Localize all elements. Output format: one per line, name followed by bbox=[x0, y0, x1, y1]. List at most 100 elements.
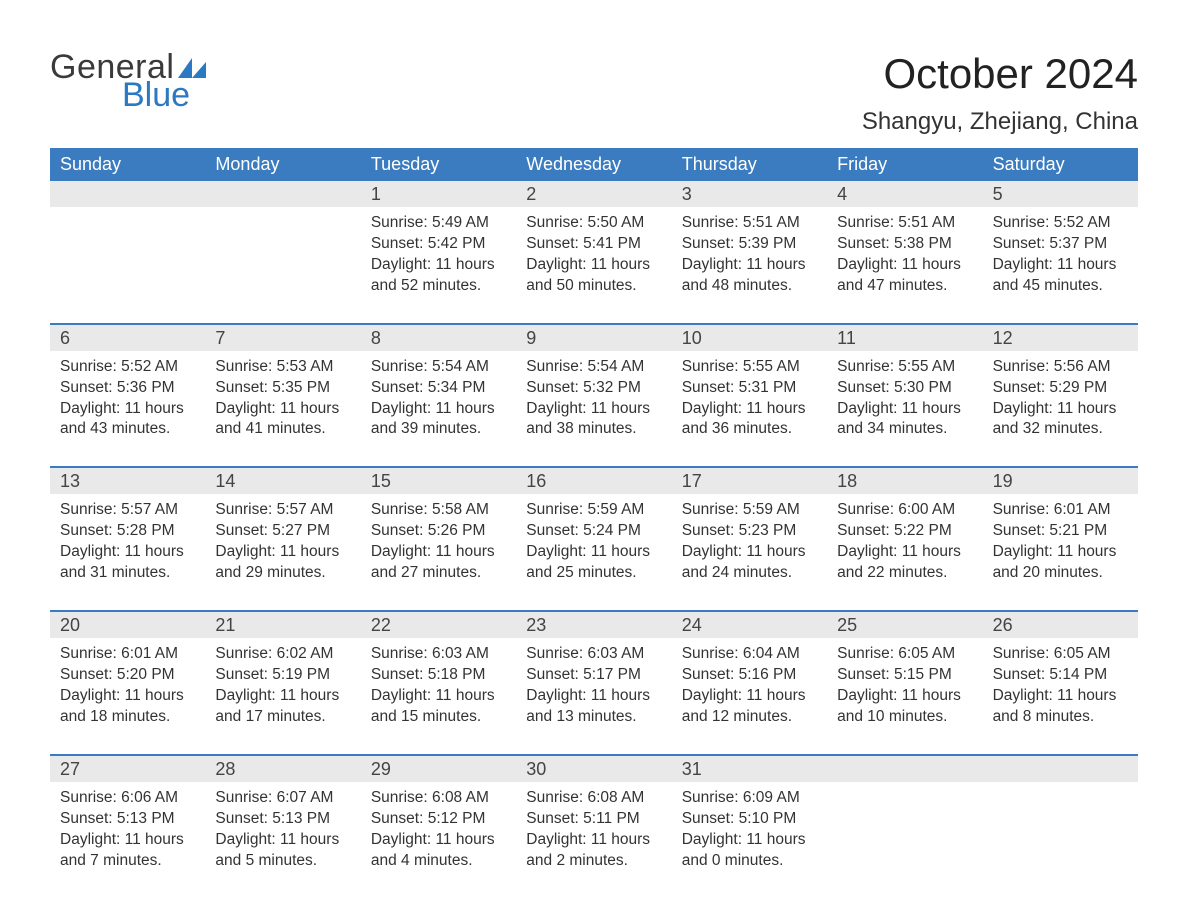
day-number: 7 bbox=[205, 325, 360, 351]
day-body: Sunrise: 5:55 AMSunset: 5:30 PMDaylight:… bbox=[827, 351, 982, 441]
week-row: 20Sunrise: 6:01 AMSunset: 5:20 PMDayligh… bbox=[50, 610, 1138, 754]
daylight-text: Daylight: 11 hours and 45 minutes. bbox=[993, 255, 1128, 297]
sunrise-text: Sunrise: 5:53 AM bbox=[215, 357, 350, 378]
day-body: Sunrise: 6:07 AMSunset: 5:13 PMDaylight:… bbox=[205, 782, 360, 872]
day-number: 22 bbox=[361, 612, 516, 638]
weekday-header: Saturday bbox=[983, 148, 1138, 181]
day-number: 25 bbox=[827, 612, 982, 638]
sunset-text: Sunset: 5:21 PM bbox=[993, 521, 1128, 542]
day-cell bbox=[827, 756, 982, 898]
weekday-header: Monday bbox=[205, 148, 360, 181]
day-cell: 16Sunrise: 5:59 AMSunset: 5:24 PMDayligh… bbox=[516, 468, 671, 610]
day-cell: 23Sunrise: 6:03 AMSunset: 5:17 PMDayligh… bbox=[516, 612, 671, 754]
sunset-text: Sunset: 5:13 PM bbox=[60, 809, 195, 830]
page-header: General Blue October 2024 Shangyu, Zheji… bbox=[50, 50, 1138, 136]
sunrise-text: Sunrise: 5:59 AM bbox=[526, 500, 661, 521]
day-body: Sunrise: 6:00 AMSunset: 5:22 PMDaylight:… bbox=[827, 494, 982, 584]
day-cell: 14Sunrise: 5:57 AMSunset: 5:27 PMDayligh… bbox=[205, 468, 360, 610]
sunset-text: Sunset: 5:18 PM bbox=[371, 665, 506, 686]
day-cell: 9 Sunrise: 5:54 AMSunset: 5:32 PMDaylight… bbox=[516, 325, 671, 467]
sunset-text: Sunset: 5:32 PM bbox=[526, 378, 661, 399]
day-cell: 2Sunrise: 5:50 AMSunset: 5:41 PMDaylight… bbox=[516, 181, 671, 323]
daylight-text: Daylight: 11 hours and 48 minutes. bbox=[682, 255, 817, 297]
day-cell: 31Sunrise: 6:09 AMSunset: 5:10 PMDayligh… bbox=[672, 756, 827, 898]
day-body: Sunrise: 6:08 AMSunset: 5:12 PMDaylight:… bbox=[361, 782, 516, 872]
sunrise-text: Sunrise: 5:56 AM bbox=[993, 357, 1128, 378]
sunset-text: Sunset: 5:14 PM bbox=[993, 665, 1128, 686]
day-cell: 24Sunrise: 6:04 AMSunset: 5:16 PMDayligh… bbox=[672, 612, 827, 754]
day-cell: 15Sunrise: 5:58 AMSunset: 5:26 PMDayligh… bbox=[361, 468, 516, 610]
sunset-text: Sunset: 5:41 PM bbox=[526, 234, 661, 255]
daylight-text: Daylight: 11 hours and 12 minutes. bbox=[682, 686, 817, 728]
daylight-text: Daylight: 11 hours and 20 minutes. bbox=[993, 542, 1128, 584]
day-body: Sunrise: 5:57 AMSunset: 5:27 PMDaylight:… bbox=[205, 494, 360, 584]
sunrise-text: Sunrise: 5:57 AM bbox=[215, 500, 350, 521]
day-number: 8 bbox=[361, 325, 516, 351]
daylight-text: Daylight: 11 hours and 31 minutes. bbox=[60, 542, 195, 584]
daylight-text: Daylight: 11 hours and 34 minutes. bbox=[837, 399, 972, 441]
day-number: 14 bbox=[205, 468, 360, 494]
sunset-text: Sunset: 5:16 PM bbox=[682, 665, 817, 686]
day-number: 16 bbox=[516, 468, 671, 494]
day-cell: 22Sunrise: 6:03 AMSunset: 5:18 PMDayligh… bbox=[361, 612, 516, 754]
day-number: 30 bbox=[516, 756, 671, 782]
day-body: Sunrise: 5:50 AMSunset: 5:41 PMDaylight:… bbox=[516, 207, 671, 297]
day-body: Sunrise: 6:02 AMSunset: 5:19 PMDaylight:… bbox=[205, 638, 360, 728]
day-body: Sunrise: 6:06 AMSunset: 5:13 PMDaylight:… bbox=[50, 782, 205, 872]
day-body: Sunrise: 6:09 AMSunset: 5:10 PMDaylight:… bbox=[672, 782, 827, 872]
logo-text-blue: Blue bbox=[122, 78, 206, 112]
sunrise-text: Sunrise: 6:09 AM bbox=[682, 788, 817, 809]
day-number: 4 bbox=[827, 181, 982, 207]
day-cell: 1Sunrise: 5:49 AMSunset: 5:42 PMDaylight… bbox=[361, 181, 516, 323]
daylight-text: Daylight: 11 hours and 5 minutes. bbox=[215, 830, 350, 872]
sunset-text: Sunset: 5:36 PM bbox=[60, 378, 195, 399]
day-body: Sunrise: 6:08 AMSunset: 5:11 PMDaylight:… bbox=[516, 782, 671, 872]
sunset-text: Sunset: 5:34 PM bbox=[371, 378, 506, 399]
daylight-text: Daylight: 11 hours and 38 minutes. bbox=[526, 399, 661, 441]
day-cell: 13Sunrise: 5:57 AMSunset: 5:28 PMDayligh… bbox=[50, 468, 205, 610]
day-cell bbox=[205, 181, 360, 323]
sunset-text: Sunset: 5:37 PM bbox=[993, 234, 1128, 255]
title-block: October 2024 Shangyu, Zhejiang, China bbox=[862, 50, 1138, 136]
sunrise-text: Sunrise: 6:03 AM bbox=[526, 644, 661, 665]
day-number: 3 bbox=[672, 181, 827, 207]
sunset-text: Sunset: 5:24 PM bbox=[526, 521, 661, 542]
sunset-text: Sunset: 5:22 PM bbox=[837, 521, 972, 542]
day-body: Sunrise: 5:55 AMSunset: 5:31 PMDaylight:… bbox=[672, 351, 827, 441]
sunrise-text: Sunrise: 5:51 AM bbox=[682, 213, 817, 234]
day-body: Sunrise: 6:05 AMSunset: 5:15 PMDaylight:… bbox=[827, 638, 982, 728]
sunset-text: Sunset: 5:19 PM bbox=[215, 665, 350, 686]
daylight-text: Daylight: 11 hours and 2 minutes. bbox=[526, 830, 661, 872]
day-number: 13 bbox=[50, 468, 205, 494]
weeks-container: 1Sunrise: 5:49 AMSunset: 5:42 PMDaylight… bbox=[50, 181, 1138, 897]
daylight-text: Daylight: 11 hours and 29 minutes. bbox=[215, 542, 350, 584]
sunrise-text: Sunrise: 5:54 AM bbox=[526, 357, 661, 378]
day-body: Sunrise: 6:01 AMSunset: 5:21 PMDaylight:… bbox=[983, 494, 1138, 584]
day-cell: 28Sunrise: 6:07 AMSunset: 5:13 PMDayligh… bbox=[205, 756, 360, 898]
sunrise-text: Sunrise: 6:08 AM bbox=[371, 788, 506, 809]
sunset-text: Sunset: 5:38 PM bbox=[837, 234, 972, 255]
day-number: 29 bbox=[361, 756, 516, 782]
day-number: 18 bbox=[827, 468, 982, 494]
sunset-text: Sunset: 5:28 PM bbox=[60, 521, 195, 542]
day-number: 9 bbox=[516, 325, 671, 351]
sunrise-text: Sunrise: 5:49 AM bbox=[371, 213, 506, 234]
day-number: 12 bbox=[983, 325, 1138, 351]
week-row: 6Sunrise: 5:52 AMSunset: 5:36 PMDaylight… bbox=[50, 323, 1138, 467]
day-cell: 3Sunrise: 5:51 AMSunset: 5:39 PMDaylight… bbox=[672, 181, 827, 323]
day-cell: 21Sunrise: 6:02 AMSunset: 5:19 PMDayligh… bbox=[205, 612, 360, 754]
sunrise-text: Sunrise: 5:52 AM bbox=[60, 357, 195, 378]
sunset-text: Sunset: 5:11 PM bbox=[526, 809, 661, 830]
sunrise-text: Sunrise: 6:06 AM bbox=[60, 788, 195, 809]
day-body: Sunrise: 5:51 AMSunset: 5:39 PMDaylight:… bbox=[672, 207, 827, 297]
day-cell: 25Sunrise: 6:05 AMSunset: 5:15 PMDayligh… bbox=[827, 612, 982, 754]
day-cell: 12Sunrise: 5:56 AMSunset: 5:29 PMDayligh… bbox=[983, 325, 1138, 467]
sunset-text: Sunset: 5:30 PM bbox=[837, 378, 972, 399]
sunrise-text: Sunrise: 6:04 AM bbox=[682, 644, 817, 665]
daylight-text: Daylight: 11 hours and 10 minutes. bbox=[837, 686, 972, 728]
weekday-header: Tuesday bbox=[361, 148, 516, 181]
daylight-text: Daylight: 11 hours and 24 minutes. bbox=[682, 542, 817, 584]
sunset-text: Sunset: 5:42 PM bbox=[371, 234, 506, 255]
location-text: Shangyu, Zhejiang, China bbox=[862, 108, 1138, 136]
sunset-text: Sunset: 5:12 PM bbox=[371, 809, 506, 830]
